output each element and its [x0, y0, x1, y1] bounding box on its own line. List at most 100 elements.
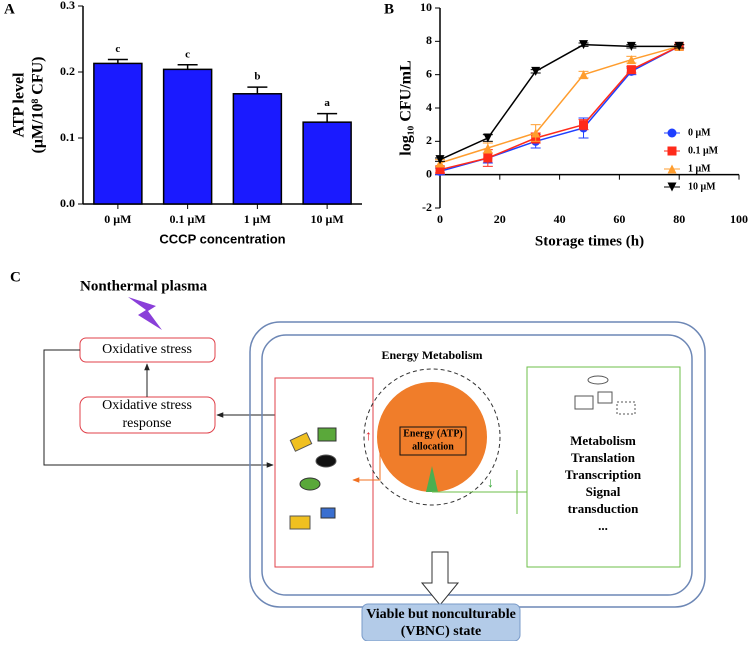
shape	[320, 507, 336, 519]
y-tick-label: 0.3	[60, 0, 75, 12]
y-tick-label: 8	[426, 33, 432, 47]
y-axis-label: ATP level	[11, 72, 28, 138]
response-label: Oxidative stress	[102, 398, 192, 413]
energy-label: allocation	[412, 441, 454, 452]
protein-box	[274, 377, 374, 568]
function-label: Translation	[571, 450, 636, 465]
annotation: c	[185, 48, 190, 60]
panel-label: B	[384, 1, 394, 17]
y-axis-label: (μM/10⁸ CFU)	[30, 57, 47, 154]
arrow	[43, 349, 274, 468]
energy-box	[399, 426, 467, 456]
y-tick-label: 0.1	[60, 130, 75, 144]
cell-title: Energy Metabolism	[382, 348, 483, 362]
x-tick-label: 60	[613, 212, 625, 226]
shape	[289, 432, 313, 452]
x-tick-label: 20	[494, 212, 506, 226]
marker	[483, 133, 493, 143]
shape	[299, 477, 321, 491]
triangle	[426, 466, 438, 492]
series-line	[439, 45, 680, 164]
x-tick-label: 0.1 μM	[170, 212, 206, 226]
x-tick-label: 0	[437, 212, 443, 226]
energy-label: Energy (ATP)	[403, 428, 463, 439]
bar	[232, 93, 283, 205]
shape	[574, 395, 594, 410]
bar	[93, 62, 143, 205]
shape	[616, 401, 636, 415]
down-arrow	[420, 551, 460, 606]
y-tick-label: -2	[422, 200, 432, 214]
marker	[579, 70, 589, 80]
shape	[289, 515, 311, 530]
x-tick-label: 80	[673, 212, 685, 226]
panel-label: A	[4, 1, 15, 17]
shape	[317, 427, 337, 442]
marker	[483, 153, 493, 163]
function-label: Transcription	[565, 467, 642, 482]
charts: 0.0 0.1 0.2 0.3 Ac 0 μM c 0.1 μM b 1 μM a 10 μM CCCP…	[4, 0, 748, 249]
marker	[626, 55, 636, 65]
y-tick-label: 0	[426, 166, 432, 180]
function-label: ...	[598, 518, 608, 533]
function-label: Metabolism	[570, 433, 636, 448]
lightning	[128, 297, 162, 330]
result-label: Viable but nonculturable	[366, 607, 516, 622]
y-tick-label: 4	[426, 100, 432, 114]
legend-label: 0 μM	[688, 127, 711, 138]
bar	[162, 68, 213, 205]
x-axis-label: Storage times (h)	[535, 233, 644, 249]
result-label: (VBNC) state	[401, 624, 481, 639]
marker	[579, 40, 589, 50]
x-tick-label: 1 μM	[244, 212, 271, 226]
function-label: Signal	[586, 484, 621, 499]
annotation: a	[324, 97, 330, 109]
marker	[674, 41, 684, 51]
diagram: C Nonthermal plasma Oxidative stress Oxi…	[10, 269, 706, 642]
function-list: Metabolism Translation Transcription Signal…	[565, 433, 642, 533]
marker	[579, 120, 589, 130]
legend-label: 1 μM	[688, 163, 711, 174]
panel-label: C	[10, 269, 21, 285]
x-tick-label: 10 μM	[311, 212, 344, 226]
energy-circle	[377, 382, 487, 492]
response-label: response	[123, 416, 172, 431]
marker	[483, 143, 493, 153]
marker	[435, 165, 445, 175]
source-label: Nonthermal plasma	[80, 278, 208, 294]
bar	[302, 121, 352, 205]
x-tick-label: 40	[554, 212, 566, 226]
series-line	[439, 45, 680, 173]
down-mark: ↓	[487, 476, 494, 491]
cell-inner	[261, 334, 693, 596]
shape	[587, 375, 609, 385]
series-line	[439, 43, 680, 161]
arrow	[376, 450, 381, 481]
series-line	[439, 45, 680, 171]
x-axis-label: CCCP concentration	[159, 231, 285, 246]
annotation: b	[254, 71, 260, 83]
x-tick-label: 100	[730, 212, 748, 226]
x-tick-label: 0 μM	[104, 212, 131, 226]
shape	[597, 391, 613, 404]
function-label: transduction	[568, 501, 640, 516]
y-tick-label: 6	[426, 66, 432, 80]
marker	[531, 66, 541, 76]
marker	[531, 128, 541, 138]
marker	[626, 65, 636, 75]
legend-label: 0.1 μM	[688, 145, 719, 156]
y-tick-label: 0.2	[60, 64, 75, 78]
stress-label: Oxidative stress	[102, 342, 192, 357]
y-tick-label: 2	[426, 133, 432, 147]
y-tick-label: 10	[420, 0, 432, 14]
legend-label: 10 μM	[688, 181, 716, 192]
y-tick-label: 0.0	[60, 196, 75, 210]
dashed-circle	[363, 368, 501, 506]
up-mark: ↑	[365, 429, 372, 444]
shape	[315, 454, 337, 468]
marker	[435, 155, 445, 165]
y-axis-label: log₁₀ CFU/mL	[398, 60, 415, 155]
marker	[626, 41, 636, 51]
annotation: c	[115, 43, 120, 55]
